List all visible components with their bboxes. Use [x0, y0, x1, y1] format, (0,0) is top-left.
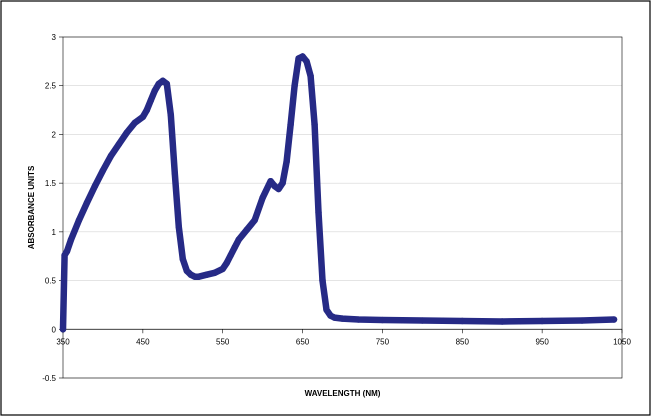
data-point	[355, 316, 362, 323]
data-point	[303, 58, 310, 65]
y-tick-label: 0	[52, 325, 57, 334]
data-point	[311, 121, 318, 128]
data-point	[379, 316, 386, 324]
data-point	[307, 72, 314, 80]
x-axis-title: WAVELENGTH (NM)	[305, 389, 381, 398]
x-tick-label: 950	[535, 337, 549, 346]
data-point	[67, 236, 75, 243]
data-point	[99, 167, 107, 174]
data-point	[163, 80, 171, 87]
data-point	[175, 223, 182, 231]
data-point	[59, 326, 67, 333]
data-point	[151, 87, 159, 94]
x-tick-label: 650	[296, 337, 310, 346]
data-point	[299, 53, 306, 60]
data-point	[323, 306, 330, 313]
data-point	[578, 317, 586, 324]
series-points	[59, 53, 618, 333]
data-point	[287, 121, 294, 128]
data-point	[203, 271, 210, 278]
x-tick-label: 350	[56, 337, 70, 346]
data-point	[195, 273, 202, 280]
data-point	[283, 158, 290, 165]
data-point	[63, 248, 71, 255]
data-point	[538, 317, 546, 325]
data-point	[499, 318, 506, 325]
data-point	[143, 106, 151, 114]
data-point	[91, 182, 99, 190]
data-point	[267, 177, 274, 185]
data-point	[251, 216, 258, 224]
y-axis-title: ABSORBANCE UNITS	[27, 165, 36, 249]
data-point	[291, 82, 298, 89]
data-point	[223, 259, 230, 267]
data-point	[83, 199, 91, 206]
data-point	[123, 129, 131, 136]
data-point	[139, 113, 147, 121]
data-point	[107, 152, 115, 160]
data-point	[179, 255, 186, 263]
y-tick-label: 3	[52, 33, 57, 42]
data-point	[219, 265, 226, 273]
y-tick-label: 0.5	[45, 277, 57, 286]
data-point	[275, 185, 282, 193]
plot-area	[62, 36, 623, 379]
x-tick-label: 550	[216, 337, 230, 346]
data-point	[75, 216, 83, 224]
data-point	[183, 267, 190, 275]
data-point	[419, 317, 426, 324]
data-point	[279, 179, 286, 187]
data-point	[459, 317, 466, 325]
y-tick-label: 1	[52, 228, 57, 237]
x-tick-label: 450	[136, 337, 150, 346]
data-point	[227, 252, 234, 259]
data-point	[147, 97, 155, 104]
x-tick-label: 850	[456, 337, 470, 346]
data-point	[231, 244, 238, 251]
x-axis-ticks: 350 450 550 650 750 850 950 1050	[56, 329, 631, 346]
data-point	[331, 314, 338, 321]
data-point	[610, 316, 618, 323]
data-point	[131, 119, 139, 126]
y-tick-label: -0.5	[42, 374, 56, 383]
y-tick-label: 2.5	[45, 82, 57, 91]
data-point	[315, 209, 322, 216]
data-point	[243, 226, 250, 234]
data-point	[259, 194, 266, 201]
data-point	[235, 236, 242, 243]
x-tick-label: 750	[376, 337, 390, 346]
y-tick-label: 2	[52, 130, 57, 139]
data-point	[211, 269, 218, 276]
data-point	[319, 277, 326, 284]
data-point	[115, 140, 123, 148]
data-point	[339, 315, 346, 322]
data-point	[167, 111, 175, 119]
y-tick-label: 1.5	[45, 179, 57, 188]
data-point	[171, 170, 178, 177]
x-tick-label: 1050	[613, 337, 631, 346]
